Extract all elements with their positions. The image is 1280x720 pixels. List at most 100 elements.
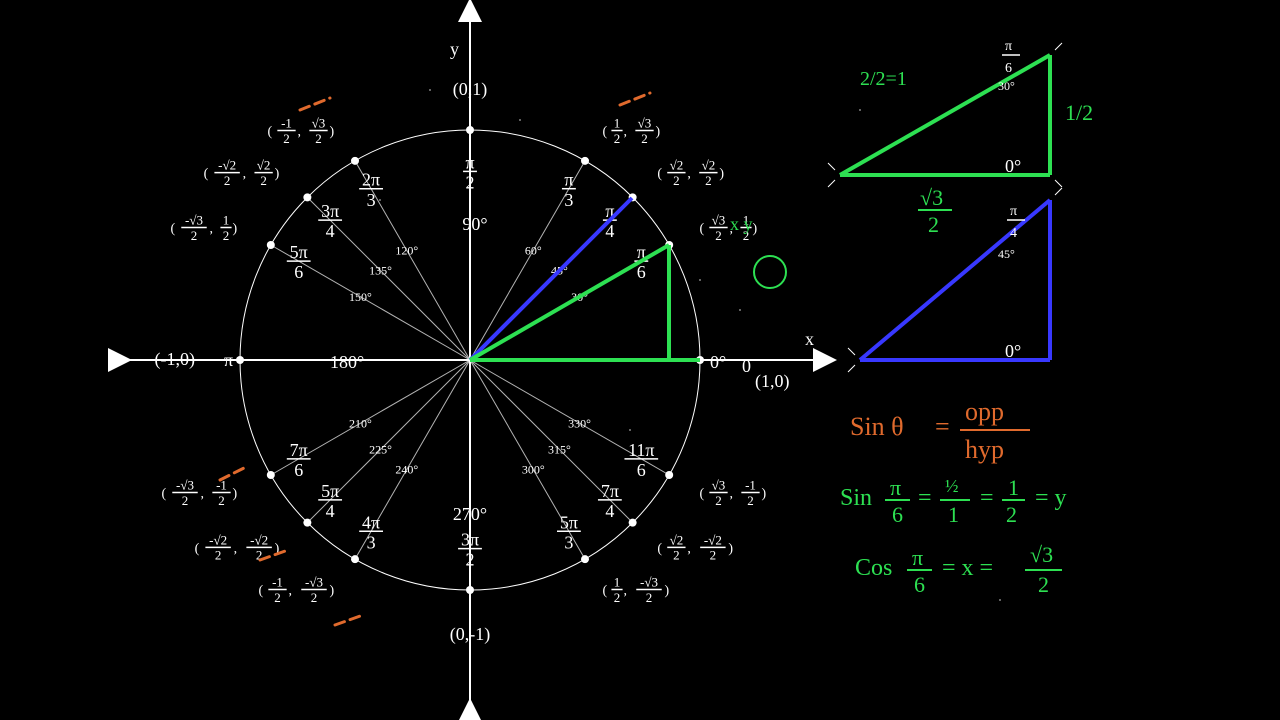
svg-text:√3: √3 bbox=[638, 116, 652, 131]
svg-text:7π: 7π bbox=[290, 440, 308, 460]
svg-text:2: 2 bbox=[283, 131, 290, 146]
svg-text:): ) bbox=[752, 222, 757, 237]
xy-annotation: x y bbox=[730, 214, 753, 234]
circled-coord bbox=[754, 256, 786, 288]
svg-text:Sin θ: Sin θ bbox=[850, 412, 904, 441]
svg-text:π: π bbox=[465, 152, 474, 172]
svg-text:hyp: hyp bbox=[965, 435, 1004, 464]
svg-text:,: , bbox=[729, 487, 733, 502]
tri30-angle-frac: π 6 bbox=[1002, 39, 1020, 76]
svg-text:2: 2 bbox=[1038, 572, 1049, 597]
svg-text:(: ( bbox=[268, 125, 273, 140]
svg-text:2: 2 bbox=[260, 173, 267, 188]
svg-text:√2: √2 bbox=[670, 532, 684, 547]
svg-text:6: 6 bbox=[294, 460, 303, 480]
svg-text:π: π bbox=[890, 475, 901, 500]
svg-text:2π: 2π bbox=[362, 170, 380, 190]
svg-text:,: , bbox=[298, 125, 302, 140]
svg-text:(: ( bbox=[657, 541, 662, 556]
svg-text:,: , bbox=[624, 125, 628, 140]
svg-text:2: 2 bbox=[641, 131, 648, 146]
svg-text:= y: = y bbox=[1035, 485, 1067, 511]
svg-text:3: 3 bbox=[564, 190, 573, 210]
tri30-hyp-label: 2/2=1 bbox=[860, 68, 907, 90]
svg-text:3: 3 bbox=[367, 532, 376, 552]
svg-text:1: 1 bbox=[223, 213, 230, 228]
triangle-45: π 4 45° 0° bbox=[848, 188, 1062, 372]
svg-text:√2: √2 bbox=[257, 158, 271, 173]
deg-180-large: 180° bbox=[330, 352, 364, 372]
svg-text:π: π bbox=[224, 350, 233, 370]
svg-text:2: 2 bbox=[747, 493, 754, 508]
svg-text:=: = bbox=[935, 412, 950, 441]
svg-text:2: 2 bbox=[215, 548, 222, 563]
svg-text:5π: 5π bbox=[560, 512, 578, 532]
svg-text:315°: 315° bbox=[548, 442, 571, 456]
radian-0: 0 bbox=[742, 356, 751, 376]
svg-text:2: 2 bbox=[705, 173, 712, 188]
svg-text:): ) bbox=[761, 487, 766, 502]
svg-text:-√3: -√3 bbox=[185, 213, 203, 228]
svg-text:-√2: -√2 bbox=[250, 532, 268, 547]
svg-text:60°: 60° bbox=[525, 243, 542, 257]
axis-label-y: y bbox=[450, 39, 459, 59]
svg-text:6: 6 bbox=[637, 460, 646, 480]
svg-text:): ) bbox=[656, 125, 661, 140]
svg-text:2: 2 bbox=[466, 550, 475, 570]
svg-text:240°: 240° bbox=[395, 463, 418, 477]
svg-text:2: 2 bbox=[673, 173, 680, 188]
formula-sin-def: Sin θ = opp hyp bbox=[850, 397, 1030, 464]
svg-text:2: 2 bbox=[715, 228, 722, 243]
unit-circle-diagram: x y 30°45°60°120°135°150°210°225°240°300… bbox=[0, 0, 1280, 720]
svg-text:2: 2 bbox=[715, 493, 722, 508]
svg-text:2: 2 bbox=[710, 548, 717, 563]
svg-text:): ) bbox=[719, 167, 724, 182]
svg-text:5π: 5π bbox=[290, 242, 308, 262]
svg-text:2: 2 bbox=[614, 131, 621, 146]
svg-text:,: , bbox=[243, 167, 247, 182]
svg-text:√3: √3 bbox=[712, 213, 726, 228]
svg-text:2: 2 bbox=[224, 173, 231, 188]
svg-text:(1,0): (1,0) bbox=[755, 371, 790, 392]
svg-text:2: 2 bbox=[646, 590, 653, 605]
svg-text:300°: 300° bbox=[522, 463, 545, 477]
svg-text:6: 6 bbox=[637, 262, 646, 282]
svg-text:2: 2 bbox=[673, 548, 680, 563]
svg-text:=: = bbox=[980, 485, 994, 511]
svg-text:(0,-1): (0,-1) bbox=[450, 624, 490, 645]
svg-text:): ) bbox=[233, 487, 238, 502]
svg-text:√2: √2 bbox=[702, 158, 716, 173]
svg-text:(: ( bbox=[657, 167, 662, 182]
svg-text:6: 6 bbox=[294, 262, 303, 282]
highlight-rays: x y bbox=[470, 198, 786, 360]
svg-text:4: 4 bbox=[605, 501, 614, 521]
svg-text:-1: -1 bbox=[281, 116, 292, 131]
svg-text:-√2: -√2 bbox=[218, 158, 236, 173]
svg-text:3: 3 bbox=[367, 190, 376, 210]
tri30-right: 0° bbox=[1005, 156, 1021, 176]
tri30-opp-label: 1/2 bbox=[1065, 100, 1093, 125]
svg-text:π: π bbox=[1005, 39, 1012, 54]
svg-text:-√2: -√2 bbox=[704, 532, 722, 547]
svg-text:4: 4 bbox=[326, 501, 335, 521]
svg-text:(: ( bbox=[204, 167, 209, 182]
svg-text:√3: √3 bbox=[312, 116, 326, 131]
svg-text:7π: 7π bbox=[601, 481, 619, 501]
svg-text:,: , bbox=[234, 541, 238, 556]
svg-text:2: 2 bbox=[218, 493, 225, 508]
svg-text:): ) bbox=[233, 222, 238, 237]
formula-cos-pi6: Cos π 6 = x = √3 2 bbox=[855, 542, 1062, 597]
svg-text:,: , bbox=[624, 583, 628, 598]
formula-sin-pi6: Sin π 6 = ½ 1 = 1 2 = y bbox=[840, 475, 1067, 527]
svg-text:4: 4 bbox=[1010, 226, 1017, 241]
svg-text:Sin: Sin bbox=[840, 485, 872, 511]
svg-text:opp: opp bbox=[965, 397, 1004, 426]
svg-text:√2: √2 bbox=[670, 158, 684, 173]
svg-text:2: 2 bbox=[191, 228, 198, 243]
tri45-right: 0° bbox=[1005, 341, 1021, 361]
deg-90-large: 90° bbox=[462, 214, 487, 234]
svg-text:-√3: -√3 bbox=[640, 574, 658, 589]
svg-text:π: π bbox=[912, 545, 923, 570]
svg-text:-√2: -√2 bbox=[209, 532, 227, 547]
svg-text:4π: 4π bbox=[362, 512, 380, 532]
